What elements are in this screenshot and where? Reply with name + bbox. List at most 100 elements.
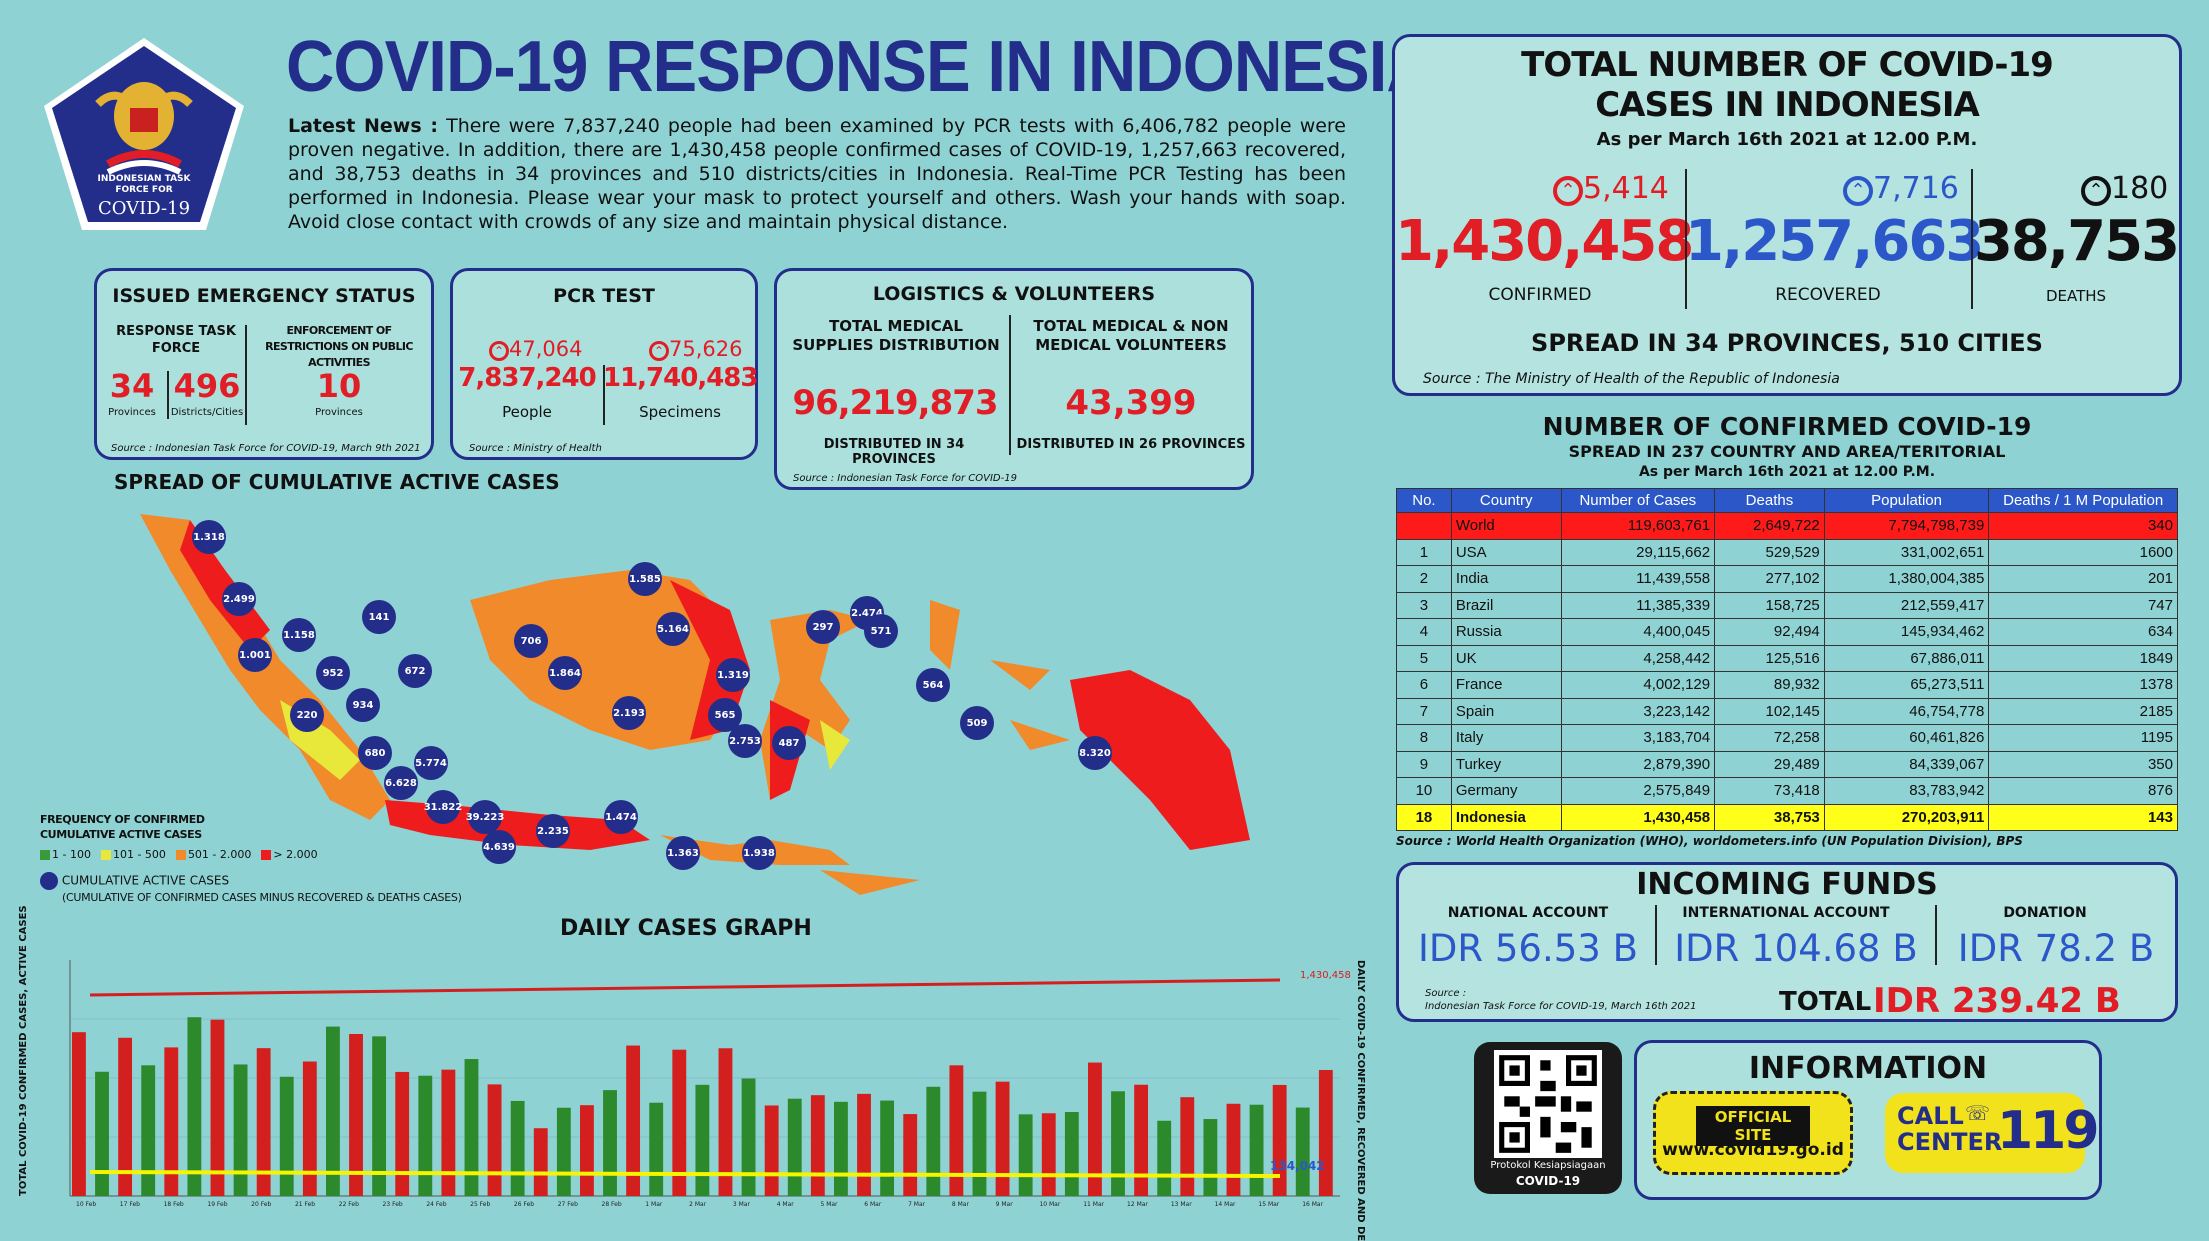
- latest-news: Latest News : There were 7,837,240 peopl…: [288, 114, 1346, 234]
- table-cell: 38,753: [1714, 803, 1825, 831]
- daily-bar: [164, 1047, 179, 1196]
- table-cell: 2185: [1988, 697, 2178, 725]
- table-cell: 747: [1988, 591, 2178, 619]
- map-dot: 1.938: [742, 836, 776, 870]
- call-center-button[interactable]: CALL CENTER ☏ 119: [1885, 1093, 2100, 1173]
- table-cell: Russia: [1450, 618, 1562, 646]
- map-legend-title: FREQUENCY OF CONFIRMED CUMULATIVE ACTIVE…: [40, 812, 205, 842]
- daily-bar: [464, 1059, 479, 1196]
- cumulative-line: [89, 978, 1281, 997]
- daily-bar: [349, 1034, 363, 1196]
- recovered-label: RECOVERED: [1775, 285, 1881, 305]
- table-cell: 270,203,911: [1823, 803, 1990, 831]
- table-cell: 119,603,761: [1560, 512, 1716, 540]
- daily-bar: [972, 1091, 987, 1196]
- daily-bar: [233, 1064, 248, 1196]
- x-tick-label: 13 Mar: [1171, 1201, 1192, 1208]
- table-cell: 876: [1988, 777, 2178, 805]
- deaths-label: DEATHS: [2045, 287, 2107, 305]
- table-cell: 2,879,390: [1560, 750, 1716, 778]
- volunteers-distributed: DISTRIBUTED IN 26 PROVINCES: [1016, 437, 1246, 452]
- total-source: Source : The Ministry of Health of the R…: [1423, 371, 1840, 387]
- donation-value: IDR 78.2 B: [1957, 927, 2155, 970]
- table-row: 2 India 11,439,558 277,102 1,380,004,385 201: [1396, 565, 2178, 593]
- official-site-url[interactable]: www.covid19.go.id: [1662, 1140, 1844, 1160]
- map-title: SPREAD OF CUMULATIVE ACTIVE CASES: [114, 470, 560, 494]
- table-cell: 634: [1988, 618, 2178, 646]
- official-site-button[interactable]: OFFICIAL SITE www.covid19.go.id: [1653, 1091, 1853, 1175]
- x-tick-label: 25 Feb: [470, 1201, 490, 1208]
- emergency-status-panel: ISSUED EMERGENCY STATUS RESPONSE TASK FO…: [94, 268, 434, 460]
- map-dot: 672: [398, 654, 432, 688]
- daily-bar: [926, 1086, 941, 1196]
- pcr-specimens-label: Specimens: [639, 403, 721, 421]
- total-cases-panel: TOTAL NUMBER OF COVID-19 CASES IN INDONE…: [1392, 34, 2182, 396]
- legend-title-2: CUMULATIVE ACTIVE CASES: [40, 828, 202, 841]
- increase-arrow-icon: ⌃: [489, 341, 509, 361]
- table-cell: 72,258: [1714, 724, 1825, 752]
- table-cell: 102,145: [1714, 697, 1825, 725]
- table-row: 18 Indonesia 1,430,458 38,753 270,203,911 143: [1396, 803, 2178, 831]
- map-dot: 952: [316, 656, 350, 690]
- table-cell: 84,339,067: [1823, 750, 1990, 778]
- total-title-2: CASES IN INDONESIA: [1595, 85, 1980, 125]
- daily-bar: [418, 1075, 433, 1196]
- x-tick-label: 4 Mar: [777, 1201, 795, 1208]
- x-tick-label: 26 Feb: [514, 1201, 534, 1208]
- daily-bar: [649, 1102, 664, 1196]
- table-cell: 1849: [1988, 644, 2178, 672]
- table-cell: 3: [1396, 591, 1452, 619]
- table-cell: [1396, 512, 1452, 540]
- daily-bar: [1249, 1104, 1264, 1196]
- countries-table: No. Country Number of Cases Deaths Populatio…: [1396, 488, 2178, 831]
- table-cell: 350: [1988, 750, 2178, 778]
- confirmed-total: 1,430,458: [1395, 209, 1694, 274]
- call-label: CALL CENTER: [1897, 1103, 2002, 1155]
- table-cell: 8: [1396, 724, 1452, 752]
- indonesia-map: 1.318 2.499 141 1.158 1.001 952 934 220 672 680 5.…: [130, 500, 1260, 900]
- total-asof: As per March 16th 2021 at 12.00 P.M.: [1596, 129, 1978, 150]
- dot-legend-label: CUMULATIVE ACTIVE CASES: [61, 873, 230, 888]
- pcr-people-label: People: [502, 403, 552, 421]
- daily-bar: [1295, 1107, 1310, 1196]
- map-dot: 2.193: [612, 696, 646, 730]
- daily-bar: [1226, 1103, 1241, 1196]
- table-cell: 212,559,417: [1823, 591, 1990, 619]
- map-dot: 706: [514, 624, 548, 658]
- table-cell: 331,002,651: [1823, 538, 1990, 566]
- table-cell: 7,794,798,739: [1823, 512, 1990, 540]
- table-row: World 119,603,761 2,649,722 7,794,798,739 34…: [1396, 512, 2178, 540]
- daily-bar: [857, 1093, 871, 1196]
- table-header-3: Deaths: [1714, 488, 1825, 513]
- map-dot: 39.223: [466, 800, 504, 834]
- x-tick-label: 9 Mar: [996, 1201, 1014, 1208]
- table-cell: 10: [1396, 777, 1452, 805]
- national-label: NATIONAL ACCOUNT: [1447, 905, 1609, 921]
- international-label: INTERNATIONAL ACCOUNT: [1682, 905, 1890, 921]
- page-title: COVID-19 RESPONSE IN INDONESIA: [286, 27, 1435, 107]
- qr-card[interactable]: Protokol Kesiapsiagaan COVID-19: [1474, 1042, 1622, 1194]
- table-cell: 92,494: [1714, 618, 1825, 646]
- daily-bar: [741, 1078, 756, 1196]
- x-tick-label: 11 Mar: [1083, 1201, 1104, 1208]
- daily-bar: [441, 1069, 456, 1196]
- daily-bar: [1018, 1114, 1033, 1196]
- map-dot: 1.158: [282, 618, 316, 652]
- map-dot: 564: [916, 668, 950, 702]
- daily-bar: [949, 1065, 964, 1196]
- confirmed-label: CONFIRMED: [1488, 285, 1592, 305]
- dot-legend-icon: [40, 872, 58, 890]
- information-title: INFORMATION: [1748, 1051, 1988, 1086]
- restriction-provinces-count: 10: [316, 367, 362, 405]
- daily-bar: [302, 1061, 317, 1196]
- provinces-unit: Provinces: [108, 407, 156, 418]
- table-header-2: Number of Cases: [1560, 488, 1716, 513]
- map-dot: 5.774: [414, 746, 448, 780]
- daily-bar: [1134, 1084, 1149, 1196]
- table-row: 9 Turkey 2,879,390 29,489 84,339,067 350: [1396, 750, 2178, 778]
- table-cell: 3,183,704: [1560, 724, 1716, 752]
- daily-bar: [1318, 1069, 1333, 1196]
- x-tick-label: 10 Mar: [1039, 1201, 1060, 1208]
- call-number[interactable]: 119: [1997, 1101, 2100, 1161]
- table-cell: 201: [1988, 565, 2178, 593]
